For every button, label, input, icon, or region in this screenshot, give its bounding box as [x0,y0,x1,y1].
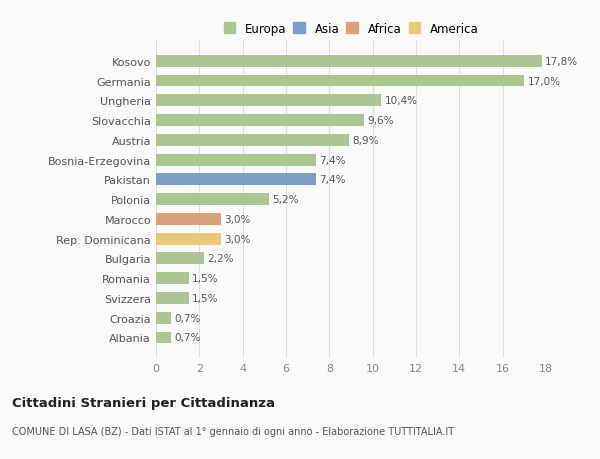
Text: 2,2%: 2,2% [207,254,233,264]
Bar [156,194,269,206]
Bar [156,115,364,127]
Text: 5,2%: 5,2% [272,195,298,205]
Text: 1,5%: 1,5% [192,293,218,303]
Bar [156,312,171,324]
Text: 9,6%: 9,6% [367,116,394,126]
Text: 3,0%: 3,0% [224,234,251,244]
Bar [156,174,316,186]
Text: 0,7%: 0,7% [175,313,201,323]
Text: 8,9%: 8,9% [352,135,379,146]
Text: 10,4%: 10,4% [385,96,418,106]
Text: 1,5%: 1,5% [192,274,218,284]
Bar [156,273,188,285]
Bar [156,75,524,87]
Text: 17,0%: 17,0% [527,76,560,86]
Text: Cittadini Stranieri per Cittadinanza: Cittadini Stranieri per Cittadinanza [12,396,275,409]
Bar [156,213,221,225]
Text: 17,8%: 17,8% [545,56,578,67]
Bar [156,56,542,67]
Legend: Europa, Asia, Africa, America: Europa, Asia, Africa, America [221,20,481,38]
Bar [156,332,171,344]
Text: 7,4%: 7,4% [320,175,346,185]
Bar [156,233,221,245]
Bar [156,134,349,146]
Text: COMUNE DI LASA (BZ) - Dati ISTAT al 1° gennaio di ogni anno - Elaborazione TUTTI: COMUNE DI LASA (BZ) - Dati ISTAT al 1° g… [12,426,454,436]
Bar [156,95,382,107]
Text: 7,4%: 7,4% [320,155,346,165]
Bar [156,154,316,166]
Bar [156,292,188,304]
Bar [156,253,203,265]
Text: 3,0%: 3,0% [224,214,251,224]
Text: 0,7%: 0,7% [175,333,201,343]
